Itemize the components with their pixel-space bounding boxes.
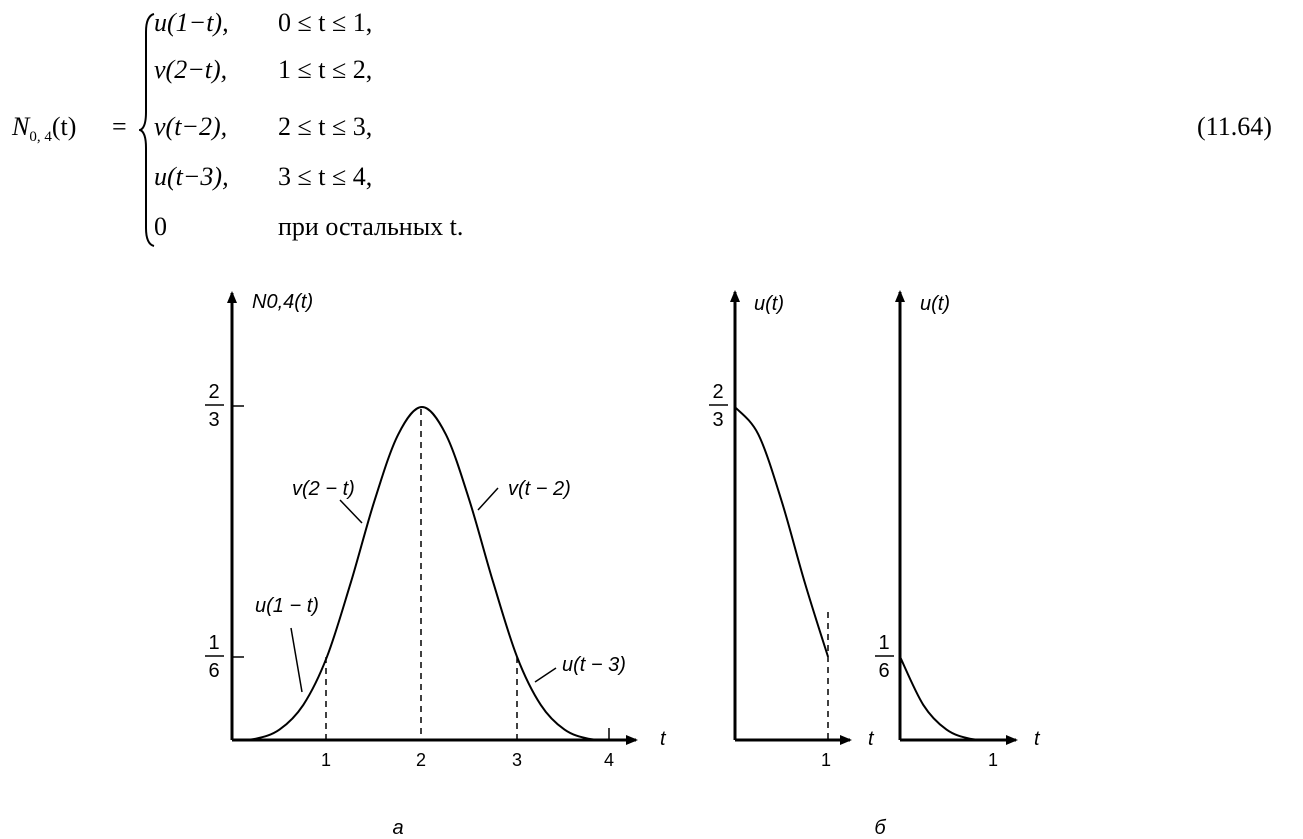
plot-b2-xtick-label: 1 [988,750,998,770]
fraction-numerator: 2 [712,381,723,403]
caption-a: а [392,817,403,839]
case-expression: v(2−t), [154,55,228,84]
plot-a-ytick-one-sixth: 1 6 [205,632,224,682]
u-function-curve [734,406,829,658]
case-expression: v(t−2), [154,112,228,141]
fraction-numerator: 1 [208,632,219,654]
equals-sign: = [112,112,127,141]
case-expression: u(1−t), [154,8,229,37]
plot-a: N0,4(t) t 2 3 1 6 1 2 3 4 v(2 − t) v(t −… [205,291,667,770]
plot-b2-x-label: t [1034,728,1041,750]
curve-label: u(t − 3) [562,654,626,676]
case-condition: 3 ≤ t ≤ 4, [278,162,373,191]
plot-b1: u(t) t 2 3 1 [709,290,875,770]
left-brace [139,13,155,247]
fraction-numerator: 1 [878,632,889,654]
plot-a-xtick-label: 2 [416,750,426,770]
fraction-denominator: 3 [208,409,219,431]
curve-label-leader [534,667,557,683]
plot-b2-ytick-one-sixth: 1 6 [875,632,894,682]
equation-number: (11.64) [1197,112,1272,141]
curve-label: v(t − 2) [508,478,571,500]
case-condition: при остальных t. [278,212,464,241]
case-expression: 0 [154,212,167,241]
case-condition: 2 ≤ t ≤ 3, [278,112,373,141]
plot-a-xtick-label: 4 [604,750,614,770]
basis-function-curve [231,405,613,741]
plot-a-xtick-label: 3 [512,750,522,770]
plot-b2-y-label: u(t) [920,293,950,315]
case-condition: 1 ≤ t ≤ 2, [278,55,373,84]
plot-a-xtick-label: 1 [321,750,331,770]
plot-a-x-label: t [660,728,667,750]
plot-b1-ytick-two-thirds: 2 3 [709,381,728,431]
curve-label-leader [290,627,303,693]
lhs-subscript: 0, 4 [29,129,52,146]
case-expression: u(t−3), [154,162,229,191]
lhs-argument: (t) [51,112,77,141]
caption-b: б [874,817,886,839]
case-condition: 0 ≤ t ≤ 1, [278,8,373,37]
plot-b1-y-label: u(t) [754,293,784,315]
fraction-denominator: 6 [208,660,219,682]
u-function-curve [899,656,994,741]
curve-label: u(1 − t) [255,595,319,617]
fraction-numerator: 2 [208,381,219,403]
plot-a-ytick-two-thirds: 2 3 [205,381,224,431]
formula-lhs: N0, 4(t) [12,112,76,146]
plot-b1-xtick-label: 1 [821,750,831,770]
curve-label-leader [339,499,363,524]
fraction-denominator: 6 [878,660,889,682]
curve-label-leader [477,487,499,511]
lhs-function: N [12,112,30,141]
plot-a-y-label: N0,4(t) [252,291,313,313]
plot-b1-x-label: t [868,728,875,750]
fraction-denominator: 3 [712,409,723,431]
plot-b2: u(t) t 1 6 1 [875,290,1041,770]
curve-label: v(2 − t) [292,478,355,500]
piecewise-formula: N0, 4(t) = u(1−t), 0 ≤ t ≤ 1, v(2−t), 1 ≤ … [0,0,1303,250]
